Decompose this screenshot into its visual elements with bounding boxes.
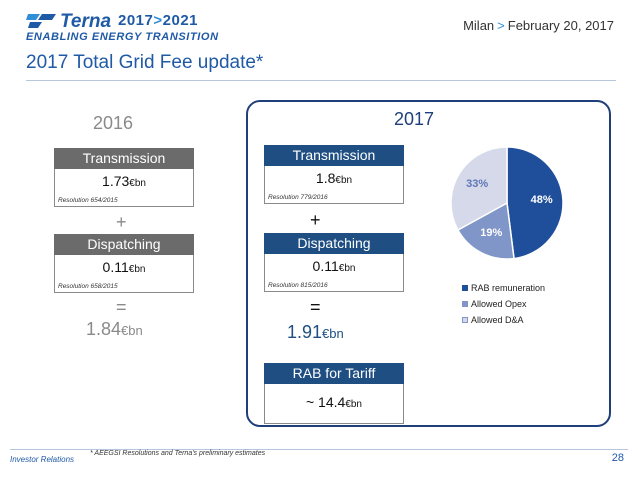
dispatching-2017-resolution: Resolution 815/2016 [268, 282, 328, 289]
total-2017: 1.91€bn [287, 322, 344, 343]
panel-2017 [246, 100, 611, 427]
terna-logo-icon [26, 14, 56, 28]
transmission-2016-resolution: Resolution 654/2015 [58, 197, 118, 204]
legend-swatch-0 [462, 285, 468, 291]
pie-slice-0 [506, 146, 564, 260]
legend-label-2: Allowed D&A [471, 315, 524, 325]
transmission-2017-body: 1.8€bn Resolution 779/2016 [264, 166, 404, 204]
logo-subtitle: ENABLING ENERGY TRANSITION [26, 31, 219, 43]
transmission-2016-box: Transmission 1.73€bn Resolution 654/2015 [54, 148, 194, 207]
pie-legend: RAB remuneration Allowed Opex Allowed D&A [462, 280, 545, 328]
header-meta: Milan > February 20, 2017 [463, 18, 614, 33]
date: February 20, 2017 [507, 18, 614, 33]
total-2016-unit: €bn [121, 323, 143, 338]
dispatching-2016-resolution: Resolution 658/2015 [58, 283, 118, 290]
transmission-2017-resolution: Resolution 779/2016 [268, 194, 328, 201]
year-2017-label: 2017 [394, 109, 435, 129]
dispatching-2017-number: 0.11 [312, 258, 339, 274]
transmission-2016-value: 1.73€bn [55, 173, 193, 189]
terna-logo: Terna 2017>2021 ENABLING ENERGY TRANSITI… [26, 11, 266, 43]
total-2017-unit: €bn [322, 326, 344, 341]
transmission-2016-unit: €bn [129, 178, 146, 189]
transmission-2016-number: 1.73 [102, 173, 130, 189]
location: Milan [463, 18, 495, 33]
dispatching-2016-number: 0.11 [102, 259, 129, 275]
pie-slice-label-0: 48% [530, 193, 553, 206]
total-2016-number: 1.84 [86, 319, 122, 339]
transmission-2017-value: 1.8€bn [265, 170, 403, 186]
pie-slice-label-1: 19% [480, 226, 503, 239]
year-2016-label: 2016 [93, 113, 134, 133]
dispatching-2016-box: Dispatching 0.11€bn Resolution 658/2015 [54, 234, 194, 293]
dispatching-2017-unit: €bn [338, 263, 356, 274]
transmission-2017-number: 1.8 [315, 170, 336, 186]
dispatching-2016-body: 0.11€bn Resolution 658/2015 [54, 255, 194, 293]
equals-2016: = [116, 297, 127, 317]
dispatching-2016-value: 0.11€bn [55, 259, 193, 275]
rab-tariff-number: ~ 14.4 [305, 394, 346, 410]
legend-item-1: Allowed Opex [462, 296, 545, 312]
rab-tariff-body: ~ 14.4€bn [264, 384, 404, 424]
rab-tariff-value: ~ 14.4€bn [265, 394, 403, 410]
dispatching-2017-box: Dispatching 0.11€bn Resolution 815/2016 [264, 233, 404, 292]
pie-slice-label-2: 33% [466, 178, 489, 191]
transmission-2016-header: Transmission [54, 148, 194, 169]
transmission-2016-body: 1.73€bn Resolution 654/2015 [54, 169, 194, 207]
transmission-2017-unit: €bn [335, 175, 353, 186]
rab-tariff-box: RAB for Tariff ~ 14.4€bn [264, 363, 404, 424]
rab-tariff-unit: €bn [345, 399, 362, 410]
footer-divider [10, 449, 628, 450]
legend-label-0: RAB remuneration [471, 283, 546, 293]
rab-tariff-header: RAB for Tariff [264, 363, 404, 384]
footnote: * AEEGSI Resolutions and Terna's prelimi… [90, 450, 266, 457]
grid-fee-pie-chart [450, 146, 564, 260]
page-number: 28 [611, 452, 624, 464]
legend-item-2: Allowed D&A [462, 312, 545, 328]
total-2017-number: 1.91 [287, 322, 323, 342]
pie-slice-2 [450, 146, 508, 231]
plus-2017: + [310, 210, 321, 230]
logo-years: 2017>2021 [118, 12, 198, 29]
transmission-2017-header: Transmission [264, 145, 404, 166]
legend-label-1: Allowed Opex [471, 299, 527, 309]
logo-year-sep: > [153, 12, 163, 29]
page-title: 2017 Total Grid Fee update* [26, 52, 264, 73]
footer-section: Investor Relations [10, 455, 75, 464]
pie-slice-1 [456, 201, 515, 260]
logo-year-end: 2021 [162, 12, 199, 29]
dispatching-2017-value: 0.11€bn [265, 258, 403, 274]
dispatching-2016-header: Dispatching [54, 234, 194, 255]
total-2016: 1.84€bn [86, 319, 143, 340]
plus-2016: + [116, 212, 127, 232]
logo-year-start: 2017 [118, 12, 154, 29]
legend-item-0: RAB remuneration [462, 280, 545, 296]
equals-2017: = [310, 297, 321, 317]
dispatching-2017-header: Dispatching [264, 233, 404, 254]
logo-name: Terna [60, 11, 112, 32]
legend-swatch-1 [462, 301, 468, 307]
meta-separator: > [497, 18, 505, 33]
transmission-2017-box: Transmission 1.8€bn Resolution 779/2016 [264, 145, 404, 204]
dispatching-2017-body: 0.11€bn Resolution 815/2016 [264, 254, 404, 292]
title-divider [26, 80, 616, 81]
dispatching-2016-unit: €bn [128, 264, 146, 275]
legend-swatch-2 [462, 317, 468, 323]
